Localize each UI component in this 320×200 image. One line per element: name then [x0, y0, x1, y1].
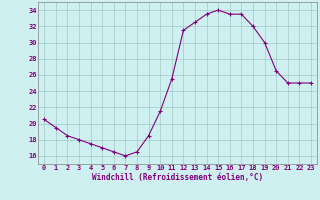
- X-axis label: Windchill (Refroidissement éolien,°C): Windchill (Refroidissement éolien,°C): [92, 173, 263, 182]
